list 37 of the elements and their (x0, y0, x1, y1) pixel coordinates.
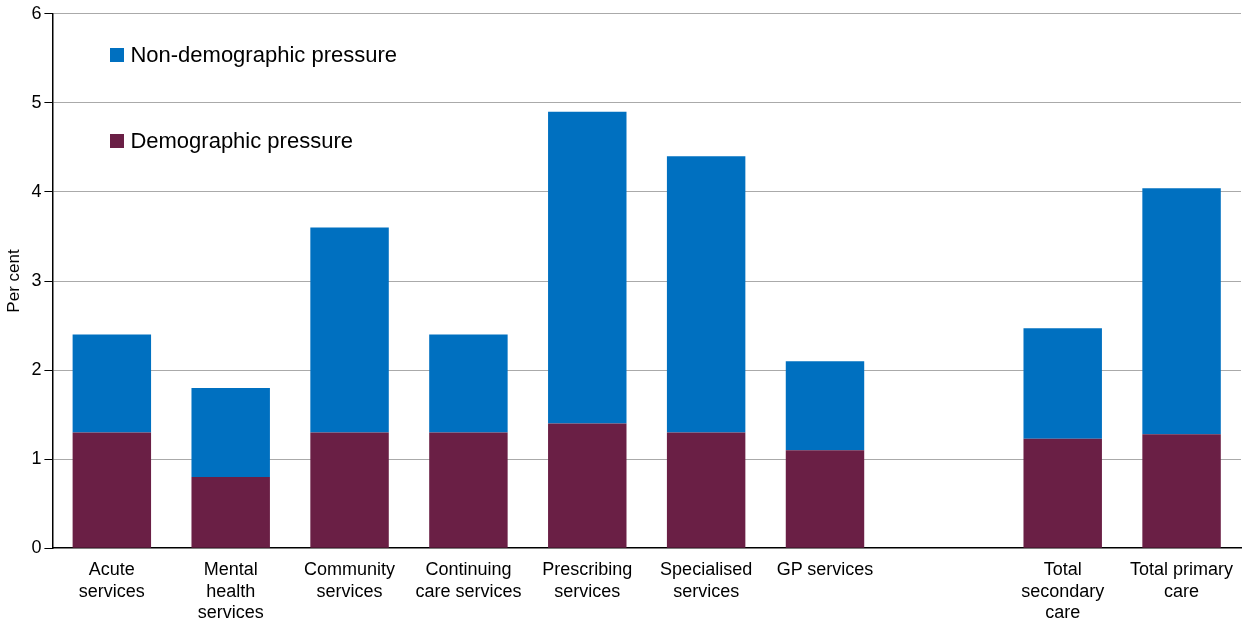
bar (72, 334, 152, 433)
x-tick-label: Community services (304, 558, 396, 601)
bar (666, 156, 746, 433)
bar (429, 432, 508, 548)
x-tick-label: Acute services (78, 558, 145, 601)
bar (429, 334, 508, 433)
bar (785, 450, 865, 548)
x-tick-label: Specialised services (660, 558, 753, 601)
bar (548, 423, 627, 548)
legend-label: Non-demographic pressure (130, 41, 397, 68)
x-tick-label: Prescribing services (542, 558, 633, 601)
y-tick-label: 3 (31, 269, 42, 290)
bar (310, 227, 389, 433)
x-tick-label: Mental health services (197, 558, 264, 623)
y-tick-label: 1 (31, 448, 42, 469)
bar (548, 111, 627, 424)
x-tick-label: Total primary care (1130, 558, 1234, 601)
bar (310, 432, 389, 548)
bar (1142, 188, 1221, 435)
bar (1142, 434, 1221, 548)
x-tick-label: GP services (776, 558, 874, 579)
y-axis-title: Per cent (3, 249, 23, 313)
bar (191, 476, 270, 548)
y-tick-label: 4 (31, 180, 42, 201)
bar (1023, 328, 1102, 439)
y-tick-label: 6 (31, 2, 42, 23)
bar (191, 387, 270, 477)
legend-label: Demographic pressure (130, 127, 353, 154)
y-tick-label: 2 (31, 359, 42, 380)
y-tick-label: 5 (31, 91, 42, 112)
bar (1023, 438, 1102, 548)
x-tick-label: Continuing care services (415, 558, 522, 601)
bar (72, 432, 152, 548)
x-tick-label: Total secondary care (1021, 558, 1105, 623)
y-tick-label: 0 (31, 537, 42, 558)
bar (666, 432, 746, 548)
bar (785, 361, 865, 451)
